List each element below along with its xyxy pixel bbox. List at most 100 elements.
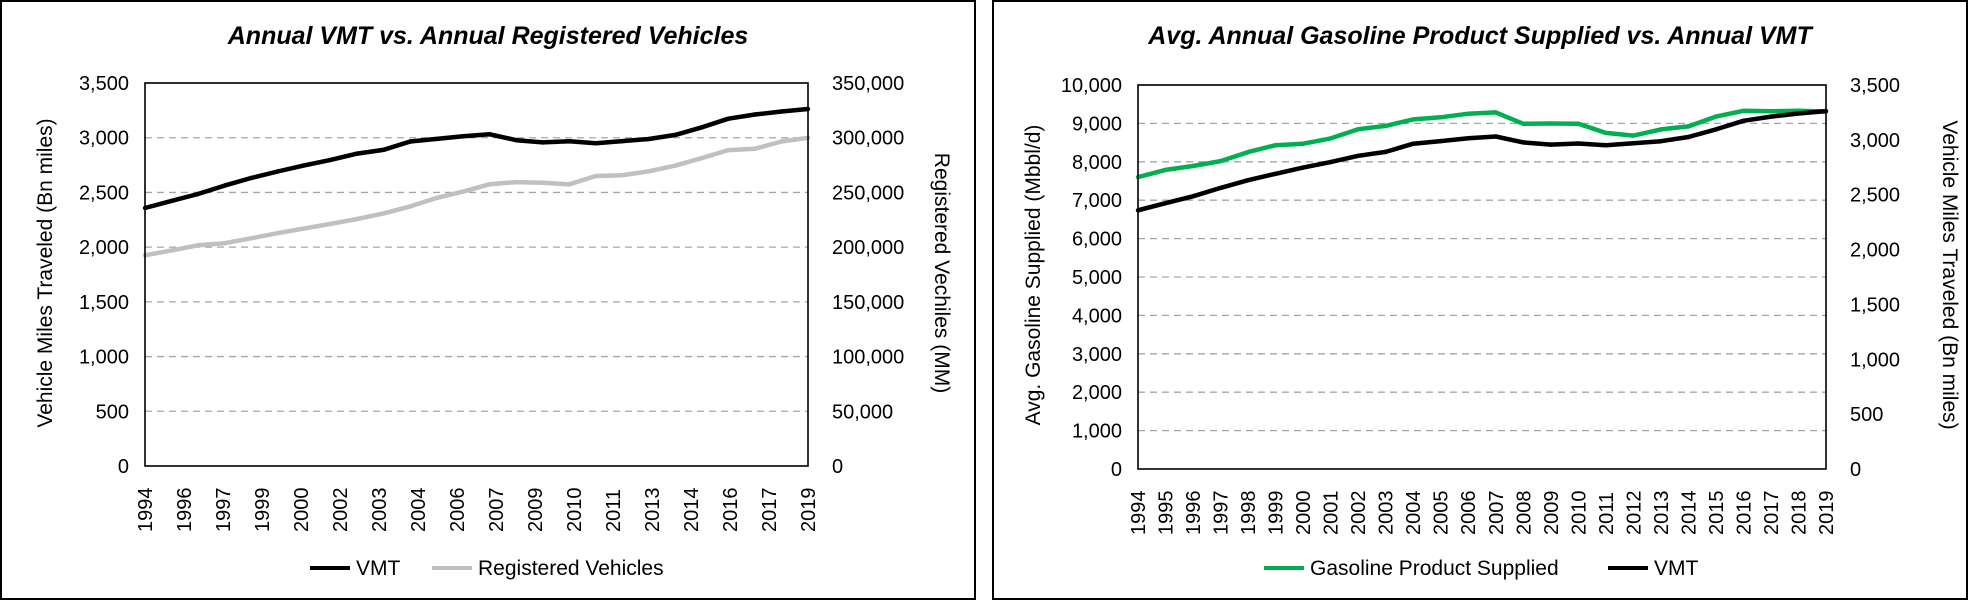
x-tick-label: 1995 bbox=[1156, 491, 1178, 536]
data-point-registered-vehicles bbox=[726, 147, 731, 153]
data-point-gasoline-product-supplied bbox=[1273, 143, 1278, 148]
x-tick-label: 1997 bbox=[213, 488, 235, 533]
chart-title: Avg. Annual Gasoline Product Supplied vs… bbox=[1147, 22, 1814, 50]
data-point-vmt bbox=[1796, 111, 1801, 116]
y-tick-label: 1,000 bbox=[79, 347, 129, 369]
x-tick-label: 2012 bbox=[1623, 491, 1645, 536]
legend-label-vmt: VMT bbox=[356, 557, 401, 580]
data-point-vmt bbox=[1163, 201, 1168, 206]
data-point-gasoline-product-supplied bbox=[1686, 124, 1691, 129]
data-point-registered-vehicles bbox=[646, 169, 652, 174]
data-point-vmt bbox=[1713, 127, 1719, 132]
data-point-vmt bbox=[1438, 138, 1443, 144]
chart-gasoline-vs-vmt: Avg. Annual Gasoline Product Supplied vs… bbox=[1022, 22, 1961, 580]
data-point-vmt bbox=[461, 134, 466, 139]
x-tick-label: 1996 bbox=[174, 488, 196, 533]
data-point-gasoline-product-supplied bbox=[1383, 123, 1388, 129]
y2-tick-label: 0 bbox=[832, 456, 843, 478]
y-tick-label: 500 bbox=[96, 401, 129, 423]
data-point-vmt bbox=[301, 163, 307, 168]
x-tick-label: 2011 bbox=[1596, 492, 1618, 535]
x-tick-label: 2001 bbox=[1321, 491, 1343, 536]
data-point-vmt bbox=[1521, 140, 1526, 145]
data-point-vmt bbox=[222, 183, 227, 188]
data-point-vmt bbox=[646, 136, 652, 142]
data-point-gasoline-product-supplied bbox=[1603, 130, 1608, 136]
chart-panel-vmt-vs-registered-vehicles: Annual VMT vs. Annual Registered Vehicle… bbox=[0, 0, 976, 600]
x-tick-label: 2006 bbox=[447, 488, 469, 533]
y-tick-label: 3,000 bbox=[79, 128, 129, 150]
data-point-vmt bbox=[195, 191, 201, 197]
data-point-gasoline-product-supplied bbox=[1493, 110, 1498, 115]
x-tick-label: 2002 bbox=[330, 488, 352, 533]
data-point-vmt bbox=[248, 175, 254, 181]
y-tick-label: 3,000 bbox=[1072, 344, 1122, 366]
data-point-registered-vehicles bbox=[408, 204, 413, 209]
data-point-vmt bbox=[487, 132, 492, 137]
x-tick-label: 1994 bbox=[1128, 491, 1150, 536]
data-point-registered-vehicles bbox=[328, 221, 333, 227]
x-tick-label: 2010 bbox=[1568, 491, 1590, 536]
y2-tick-label: 1,500 bbox=[1850, 294, 1900, 316]
data-point-vmt bbox=[1493, 134, 1498, 139]
data-point-vmt bbox=[514, 138, 519, 143]
data-point-vmt bbox=[1411, 141, 1416, 146]
data-point-registered-vehicles bbox=[355, 216, 360, 222]
y-tick-label: 0 bbox=[1111, 459, 1122, 481]
x-tick-label: 2000 bbox=[291, 488, 313, 533]
data-point-registered-vehicles bbox=[699, 155, 705, 161]
y-tick-label: 2,000 bbox=[1072, 382, 1122, 404]
data-point-registered-vehicles bbox=[195, 243, 201, 248]
y-tick-label: 3,500 bbox=[79, 73, 129, 95]
y-tick-label: 1,000 bbox=[1072, 421, 1122, 443]
x-tick-label: 2017 bbox=[1761, 491, 1783, 536]
y-axis-label: Avg. Gasoline Supplied (Mbbl/d) bbox=[1022, 125, 1045, 426]
y-tick-label: 7,000 bbox=[1072, 190, 1122, 212]
data-point-gasoline-product-supplied bbox=[1356, 127, 1361, 132]
data-point-gasoline-product-supplied bbox=[1713, 114, 1719, 119]
x-tick-label: 2003 bbox=[1376, 491, 1398, 536]
data-point-vmt bbox=[1273, 171, 1278, 176]
data-point-vmt bbox=[1190, 194, 1196, 199]
data-point-vmt bbox=[1218, 185, 1223, 191]
data-point-gasoline-product-supplied bbox=[1328, 136, 1333, 141]
y-tick-label: 0 bbox=[118, 456, 129, 478]
data-point-vmt bbox=[1300, 165, 1306, 170]
data-point-vmt bbox=[673, 132, 678, 138]
y2-axis-label: Registered Vechiles (MM) bbox=[930, 153, 953, 393]
x-tick-label: 2017 bbox=[759, 488, 781, 533]
x-tick-label: 2005 bbox=[1431, 491, 1453, 536]
data-point-vmt bbox=[593, 141, 598, 146]
y-tick-label: 5,000 bbox=[1072, 267, 1122, 289]
data-point-registered-vehicles bbox=[222, 241, 227, 246]
data-point-vmt bbox=[699, 125, 705, 130]
data-point-registered-vehicles bbox=[752, 146, 758, 151]
data-point-gasoline-product-supplied bbox=[1548, 121, 1553, 126]
data-point-gasoline-product-supplied bbox=[1411, 117, 1416, 122]
x-tick-label: 2006 bbox=[1458, 491, 1480, 536]
x-tick-label: 2019 bbox=[798, 488, 820, 533]
x-tick-label: 2013 bbox=[1651, 491, 1673, 536]
data-point-vmt bbox=[726, 116, 731, 121]
x-tick-label: 2004 bbox=[1403, 491, 1425, 536]
y-tick-label: 1,500 bbox=[79, 292, 129, 314]
y2-axis-label: Vehicle Miles Traveled (Bn miles) bbox=[1938, 120, 1961, 429]
data-point-vmt bbox=[355, 151, 360, 156]
data-point-vmt bbox=[1741, 118, 1746, 124]
data-point-gasoline-product-supplied bbox=[1438, 115, 1443, 120]
data-point-registered-vehicles bbox=[169, 248, 174, 253]
data-point-vmt bbox=[752, 112, 758, 117]
y-tick-label: 10,000 bbox=[1061, 75, 1122, 97]
series-line-registered-vehicles bbox=[144, 135, 809, 258]
data-point-vmt bbox=[1603, 143, 1608, 148]
data-point-vmt bbox=[408, 139, 413, 144]
x-tick-label: 2004 bbox=[408, 488, 430, 533]
x-tick-label: 1999 bbox=[1266, 491, 1288, 536]
data-point-vmt bbox=[1768, 114, 1774, 119]
data-point-registered-vehicles bbox=[487, 182, 492, 187]
y2-tick-label: 500 bbox=[1850, 404, 1883, 426]
x-tick-label: 2014 bbox=[681, 488, 703, 533]
y-axis-label: Vehicle Miles Traveled (Bn miles) bbox=[34, 118, 57, 427]
chart-title: Annual VMT vs. Annual Registered Vehicle… bbox=[227, 22, 749, 50]
y2-tick-label: 0 bbox=[1850, 459, 1861, 481]
